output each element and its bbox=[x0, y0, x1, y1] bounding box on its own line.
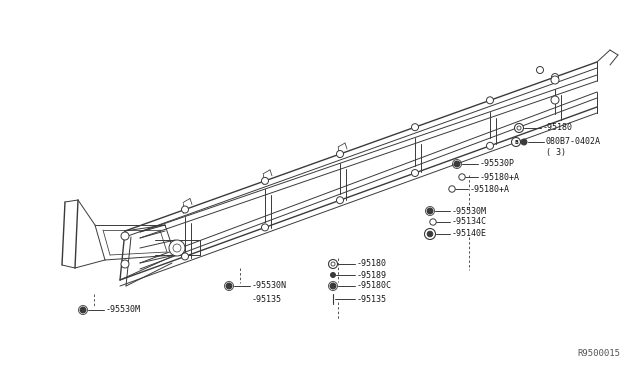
Text: R9500015: R9500015 bbox=[577, 349, 620, 358]
Circle shape bbox=[226, 283, 232, 289]
Circle shape bbox=[169, 240, 185, 256]
Circle shape bbox=[331, 262, 335, 266]
Circle shape bbox=[449, 186, 455, 192]
Circle shape bbox=[486, 97, 493, 104]
Circle shape bbox=[182, 206, 189, 213]
Text: 080B7-0402A: 080B7-0402A bbox=[546, 138, 601, 147]
Circle shape bbox=[521, 139, 527, 145]
Text: -95180C: -95180C bbox=[357, 282, 392, 291]
Text: -95530P: -95530P bbox=[480, 160, 515, 169]
Circle shape bbox=[552, 74, 559, 81]
Text: -95180+A: -95180+A bbox=[480, 173, 520, 182]
Text: -95135: -95135 bbox=[357, 295, 387, 304]
Text: -95135: -95135 bbox=[252, 295, 282, 304]
Circle shape bbox=[182, 253, 189, 260]
Circle shape bbox=[536, 67, 543, 74]
Circle shape bbox=[330, 273, 335, 278]
Circle shape bbox=[262, 177, 269, 185]
Circle shape bbox=[515, 124, 524, 132]
Circle shape bbox=[80, 307, 86, 313]
Circle shape bbox=[328, 260, 337, 269]
Text: -95180+A: -95180+A bbox=[470, 185, 510, 193]
Circle shape bbox=[428, 231, 433, 237]
Circle shape bbox=[121, 260, 129, 268]
Circle shape bbox=[424, 228, 435, 240]
Circle shape bbox=[454, 161, 460, 167]
Circle shape bbox=[262, 224, 269, 231]
Circle shape bbox=[517, 126, 521, 130]
Circle shape bbox=[427, 208, 433, 214]
Circle shape bbox=[330, 283, 336, 289]
Circle shape bbox=[486, 142, 493, 149]
Circle shape bbox=[412, 170, 419, 176]
Text: -95530M: -95530M bbox=[452, 206, 487, 215]
Circle shape bbox=[121, 232, 129, 240]
Text: -95530M: -95530M bbox=[106, 305, 141, 314]
Text: -95180: -95180 bbox=[543, 124, 573, 132]
Text: ( 3): ( 3) bbox=[546, 148, 566, 157]
Circle shape bbox=[430, 219, 436, 225]
Circle shape bbox=[551, 76, 559, 84]
Circle shape bbox=[337, 197, 344, 204]
Text: B: B bbox=[514, 140, 518, 144]
Text: -95180: -95180 bbox=[357, 260, 387, 269]
Circle shape bbox=[337, 151, 344, 157]
Circle shape bbox=[173, 244, 181, 252]
Circle shape bbox=[511, 138, 520, 147]
Circle shape bbox=[459, 174, 465, 180]
Circle shape bbox=[412, 124, 419, 131]
Text: -95140E: -95140E bbox=[452, 230, 487, 238]
Text: -95134C: -95134C bbox=[452, 218, 487, 227]
Circle shape bbox=[551, 96, 559, 104]
Text: -95530N: -95530N bbox=[252, 282, 287, 291]
Text: -95189: -95189 bbox=[357, 270, 387, 279]
